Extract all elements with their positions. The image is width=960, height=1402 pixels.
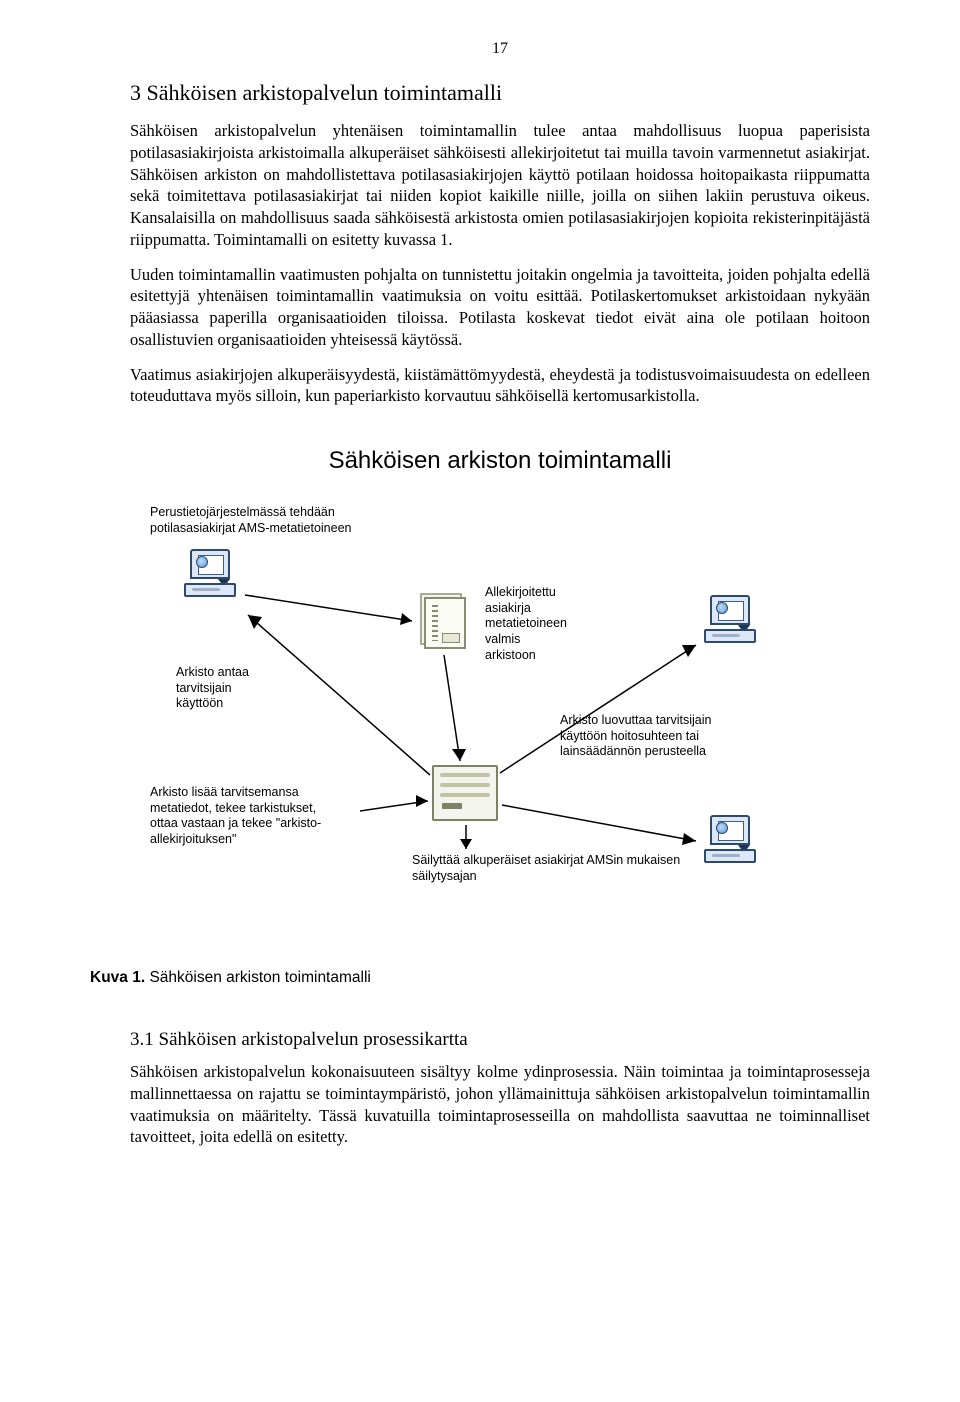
- figure-label: Kuva 1.: [90, 969, 145, 986]
- paragraph-4: Sähköisen arkistopalvelun kokonaisuuteen…: [130, 1061, 870, 1148]
- page-number: 17: [130, 40, 870, 58]
- diagram-title: Sähköisen arkiston toimintamalli: [130, 447, 870, 475]
- document-icon: [420, 593, 470, 651]
- label-arkisto-luovuttaa: Arkisto luovuttaa tarvitsijain käyttöön …: [560, 713, 780, 760]
- label-arkisto-lisaa: Arkisto lisää tarvitsemansa metatiedot, …: [150, 785, 360, 848]
- server-icon: [432, 765, 498, 821]
- label-arkisto-antaa: Arkisto antaa tarvitsijain käyttöön: [176, 665, 286, 712]
- label-top-left: Perustietojärjestelmässä tehdään potilas…: [150, 505, 410, 536]
- computer-icon: [180, 549, 240, 603]
- diagram: Perustietojärjestelmässä tehdään potilas…: [140, 505, 860, 935]
- subsection-heading: 3.1 Sähköisen arkistopalvelun prosessika…: [130, 1029, 870, 1051]
- section-heading: 3 Sähköisen arkistopalvelun toimintamall…: [130, 80, 870, 106]
- paragraph-1: Sähköisen arkistopalvelun yhtenäisen toi…: [130, 120, 870, 251]
- figure-caption: Kuva 1. Sähköisen arkiston toimintamalli: [90, 969, 870, 987]
- paragraph-3: Vaatimus asiakirjojen alkuperäisyydestä,…: [130, 364, 870, 408]
- label-signed-doc: Allekirjoitettu asiakirja metatietoineen…: [485, 585, 625, 663]
- label-sailyttaa: Säilyttää alkuperäiset asiakirjat AMSin …: [412, 853, 732, 884]
- computer-icon: [700, 595, 760, 649]
- paragraph-2: Uuden toimintamallin vaatimusten pohjalt…: [130, 264, 870, 351]
- figure-caption-text: Sähköisen arkiston toimintamalli: [145, 969, 371, 986]
